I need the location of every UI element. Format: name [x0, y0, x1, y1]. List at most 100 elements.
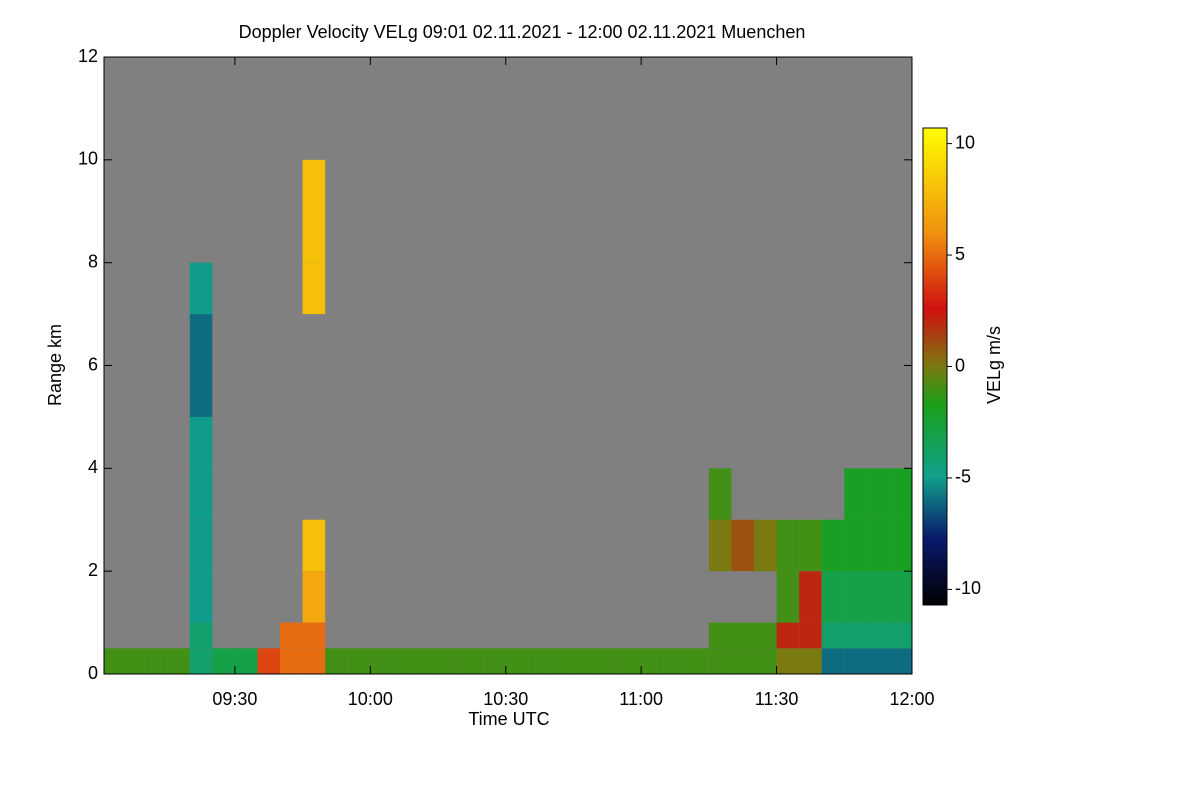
x-tick-label: 12:00: [889, 689, 934, 709]
heatmap-cell: [302, 622, 326, 649]
heatmap-cell: [844, 519, 867, 572]
heatmap-cell: [528, 648, 551, 674]
colorbar-tick-label: 10: [955, 132, 975, 152]
heatmap-cell: [821, 571, 845, 623]
heatmap-cell: [641, 648, 664, 674]
heatmap-cell: [347, 648, 371, 674]
heatmap-cell: [821, 519, 845, 572]
heatmap-cell: [189, 314, 213, 366]
heatmap-cell: [325, 648, 348, 674]
heatmap-cell: [596, 648, 619, 674]
heatmap-cell: [302, 519, 326, 572]
heatmap-cell: [280, 622, 303, 649]
heatmap-cell: [438, 648, 461, 674]
heatmap-cell: [731, 519, 755, 572]
heatmap-cell: [821, 622, 845, 649]
y-axis-label: Range km: [45, 324, 65, 406]
heatmap-cell: [550, 648, 574, 674]
y-tick-label: 10: [78, 149, 98, 169]
y-tick-label: 12: [78, 46, 98, 66]
colorbar-label: VELg m/s: [984, 326, 1004, 404]
heatmap-cell: [234, 648, 258, 674]
heatmap-cell: [866, 571, 890, 623]
colorbar-tick-label: -5: [955, 467, 971, 487]
heatmap-cell: [189, 416, 213, 469]
heatmap-cell: [844, 468, 867, 520]
heatmap-cell: [889, 648, 912, 674]
heatmap-cell: [731, 622, 755, 649]
heatmap-cell: [167, 648, 190, 674]
y-tick-label: 6: [88, 354, 98, 374]
colorbar: [922, 127, 948, 606]
x-tick-label: 09:30: [212, 689, 257, 709]
heatmap: [104, 159, 912, 674]
heatmap-cell: [189, 571, 213, 623]
heatmap-cell: [460, 648, 484, 674]
heatmap-cell: [189, 262, 213, 315]
heatmap-cell: [776, 571, 800, 623]
heatmap-cell: [302, 159, 326, 263]
heatmap-cell: [505, 648, 529, 674]
heatmap-cell: [686, 648, 709, 674]
heatmap-cell: [731, 648, 755, 674]
heatmap-cell: [370, 648, 393, 674]
heatmap-cell: [799, 648, 822, 674]
heatmap-cell: [189, 365, 213, 417]
heatmap-cell: [708, 648, 732, 674]
heatmap-cell: [754, 519, 777, 572]
heatmap-cell: [189, 648, 213, 674]
heatmap-cell: [754, 622, 777, 649]
heatmap-cell: [776, 648, 800, 674]
heatmap-cell: [483, 648, 506, 674]
heatmap-cell: [415, 648, 439, 674]
heatmap-cell: [257, 648, 281, 674]
heatmap-cell: [302, 648, 326, 674]
heatmap-cell: [663, 648, 687, 674]
heatmap-cell: [844, 648, 867, 674]
y-tick-label: 4: [88, 457, 98, 477]
heatmap-cell: [392, 648, 416, 674]
heatmap-cell: [189, 622, 213, 649]
heatmap-cell: [866, 648, 890, 674]
colorbar-tick-label: 5: [955, 244, 965, 264]
heatmap-cell: [776, 519, 800, 572]
heatmap-cell: [144, 648, 168, 674]
heatmap-cell: [618, 648, 642, 674]
heatmap-cell: [189, 519, 213, 572]
y-tick-label: 2: [88, 560, 98, 580]
x-tick-label: 11:00: [619, 689, 663, 709]
heatmap-cell: [799, 571, 822, 623]
heatmap-cell: [708, 468, 732, 520]
heatmap-cell: [889, 571, 912, 623]
chart-title: Doppler Velocity VELg 09:01 02.11.2021 -…: [239, 22, 806, 42]
y-tick-label: 8: [88, 251, 98, 271]
heatmap-cell: [889, 622, 912, 649]
heatmap-cell: [754, 648, 777, 674]
x-axis-label: Time UTC: [468, 709, 549, 729]
x-tick-label: 10:30: [483, 689, 528, 709]
heatmap-cell: [866, 468, 890, 520]
heatmap-cell: [799, 622, 822, 649]
heatmap-cell: [708, 622, 732, 649]
heatmap-cell: [889, 519, 912, 572]
heatmap-cell: [889, 468, 912, 520]
heatmap-cell: [799, 519, 822, 572]
y-tick-label: 0: [88, 663, 98, 683]
heatmap-cell: [122, 648, 145, 674]
heatmap-cell: [104, 648, 123, 674]
colorbar-tick-label: -10: [955, 578, 981, 598]
colorbar-tick-label: 0: [955, 355, 965, 375]
x-tick-label: 10:00: [348, 689, 393, 709]
heatmap-cell: [573, 648, 597, 674]
heatmap-cell: [776, 622, 800, 649]
heatmap-cell: [708, 519, 732, 572]
heatmap-cell: [280, 648, 303, 674]
heatmap-cell: [844, 622, 867, 649]
heatmap-cell: [302, 262, 326, 315]
heatmap-cell: [866, 622, 890, 649]
heatmap-cell: [302, 571, 326, 623]
heatmap-cell: [866, 519, 890, 572]
x-tick-label: 11:30: [755, 689, 799, 709]
heatmap-cell: [844, 571, 867, 623]
